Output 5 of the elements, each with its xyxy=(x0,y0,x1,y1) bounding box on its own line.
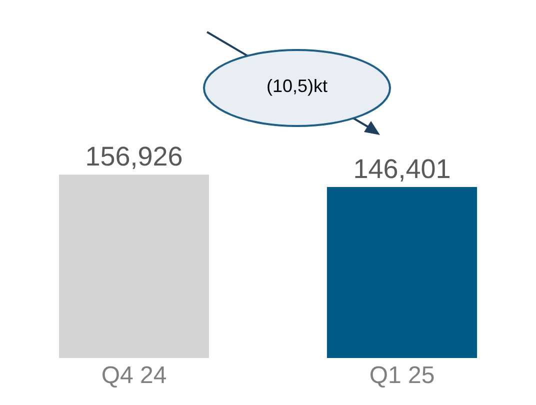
x-tick-label: Q1 25 xyxy=(369,362,435,389)
text: (10,5)kt xyxy=(265,76,329,97)
data-label: 146,401 xyxy=(353,154,451,184)
x-tick-label: Q4 24 xyxy=(101,362,167,389)
data-label: 156,926 xyxy=(85,142,183,172)
